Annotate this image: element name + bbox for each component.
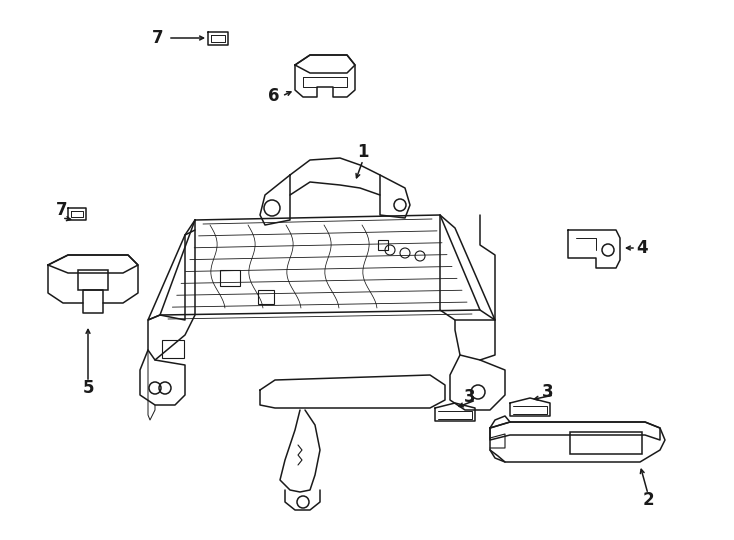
- Bar: [378, 240, 388, 250]
- Text: 4: 4: [636, 239, 648, 257]
- Bar: [162, 340, 184, 358]
- Text: 5: 5: [82, 379, 94, 397]
- Bar: [570, 432, 642, 454]
- Text: 7: 7: [152, 29, 164, 47]
- Text: 3: 3: [542, 383, 554, 401]
- Bar: [258, 290, 274, 304]
- Text: 6: 6: [268, 87, 280, 105]
- Text: 2: 2: [642, 491, 654, 509]
- Bar: [78, 270, 108, 290]
- Text: 1: 1: [357, 143, 368, 161]
- Text: 7: 7: [57, 201, 68, 219]
- Text: 3: 3: [464, 388, 476, 406]
- Bar: [220, 270, 240, 286]
